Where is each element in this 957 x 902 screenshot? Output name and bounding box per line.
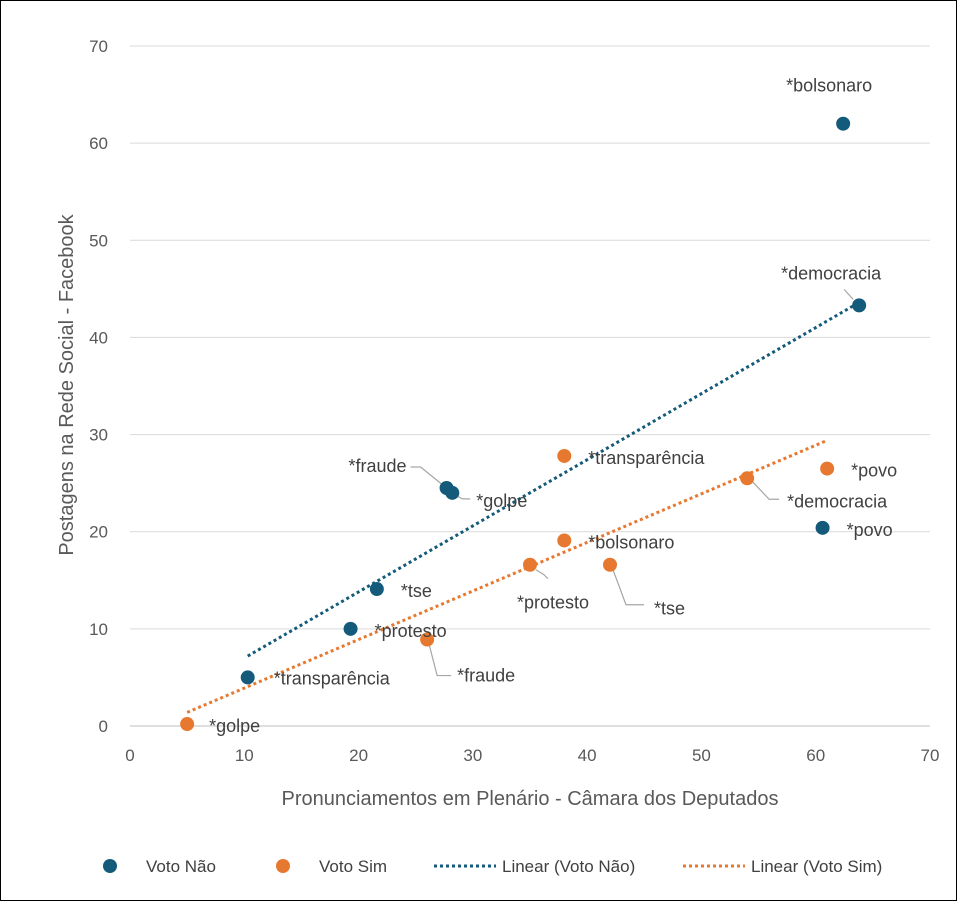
data-points	[180, 116, 867, 732]
x-tick-label: 20	[349, 746, 368, 765]
legend-label: Linear (Voto Não)	[502, 857, 635, 876]
x-tick-label: 40	[578, 746, 597, 765]
point-label: *transparência	[274, 668, 391, 688]
x-axis-title: Pronunciamentos em Plenário - Câmara dos…	[282, 788, 779, 810]
x-tick-label: 60	[806, 746, 825, 765]
y-tick-label: 20	[89, 523, 108, 542]
y-tick-label: 0	[99, 717, 108, 736]
y-tick-label: 30	[89, 426, 108, 445]
leader-line	[843, 288, 854, 300]
data-point	[369, 582, 384, 597]
data-point	[343, 621, 358, 636]
point-label: *fraude	[349, 456, 407, 476]
y-tick-label: 40	[89, 328, 108, 347]
leader-line	[612, 569, 644, 606]
x-tick-label: 0	[125, 746, 134, 765]
x-tick-label: 30	[463, 746, 482, 765]
point-label: *democracia	[781, 263, 882, 283]
point-labels: *transparência *protesto *tse *fraude *golpe…	[209, 76, 897, 736]
data-point	[180, 717, 195, 732]
leader-line	[751, 480, 780, 500]
leader-line	[428, 644, 452, 677]
data-point	[852, 298, 867, 313]
point-label: *povo	[851, 461, 897, 481]
data-point	[523, 557, 537, 572]
legend: Voto Não Voto Sim Linear (Voto Não) Linear …	[103, 857, 882, 876]
x-tick-label: 10	[235, 746, 254, 765]
y-tick-label: 60	[89, 134, 108, 153]
data-point	[740, 471, 755, 486]
data-point	[815, 520, 830, 535]
leader-lines	[410, 288, 854, 677]
legend-label: Voto Sim	[319, 857, 387, 876]
data-point	[420, 632, 435, 647]
data-point	[820, 461, 835, 476]
data-point	[557, 533, 572, 548]
legend-marker	[103, 859, 117, 873]
y-tick-label: 50	[89, 231, 108, 250]
trendline	[186, 439, 828, 714]
x-tick-label: 50	[692, 746, 711, 765]
legend-marker	[276, 859, 290, 873]
data-point	[836, 116, 851, 131]
y-tick-label: 70	[89, 37, 108, 56]
gridlines	[130, 45, 930, 727]
point-label: *transparência	[588, 448, 705, 468]
point-label: *tse	[654, 599, 685, 619]
data-point	[557, 448, 572, 463]
trendlines	[186, 301, 860, 714]
data-point	[445, 485, 460, 500]
y-tick-label: 10	[89, 620, 108, 639]
leader-line	[535, 569, 549, 580]
legend-label: Voto Não	[146, 857, 216, 876]
y-axis-title: Postagens na Rede Social - Facebook	[56, 213, 78, 555]
point-label: *bolsonaro	[786, 76, 872, 96]
legend-label: Linear (Voto Sim)	[751, 857, 882, 876]
trendline	[246, 301, 860, 658]
point-label: *golpe	[476, 491, 527, 511]
data-point	[603, 557, 617, 572]
point-label: *protesto	[375, 621, 447, 641]
point-label: *fraude	[457, 666, 515, 686]
point-label: *protesto	[517, 593, 589, 613]
point-label: *democracia	[787, 491, 888, 511]
point-label: *tse	[401, 581, 432, 601]
data-point	[240, 670, 255, 685]
point-label: *bolsonaro	[588, 532, 674, 552]
tick-labels: 0 10 20 30 40 50 60 70 0 10 20 30 40 50 60 70	[89, 37, 939, 765]
x-tick-label: 70	[921, 746, 940, 765]
leader-line	[410, 466, 442, 485]
point-label: *golpe	[209, 716, 260, 736]
point-label: *povo	[847, 520, 893, 540]
